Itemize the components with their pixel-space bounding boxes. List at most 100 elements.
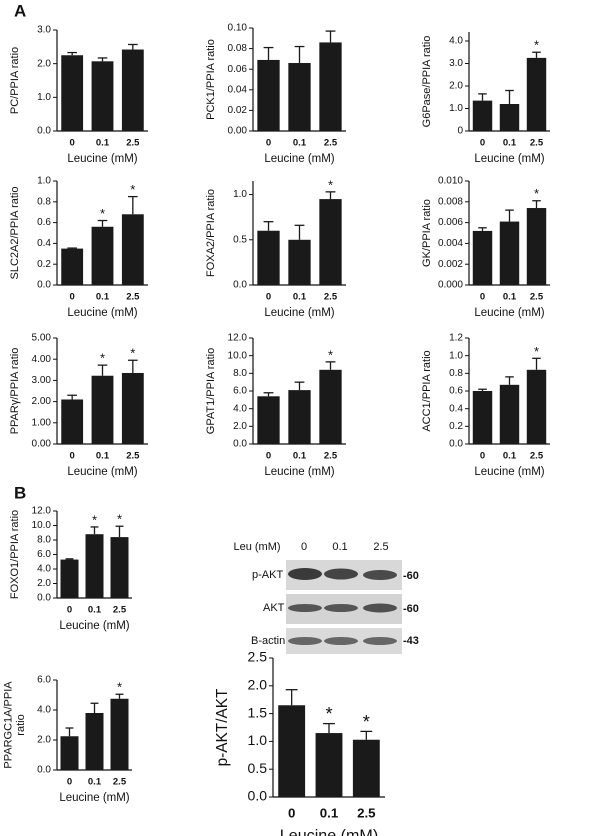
- x-tick-label: 0.1: [293, 138, 307, 149]
- x-axis-label: Leucine (mM): [474, 466, 544, 478]
- x-tick-label: 0: [70, 292, 75, 303]
- y-tick-label: 0.2: [449, 421, 463, 432]
- y-tick-label: 12.0: [32, 506, 52, 517]
- y-tick-label: 0.8: [37, 196, 51, 207]
- y-tick-label: 1.0: [37, 176, 51, 187]
- y-tick-label: 2.0: [37, 58, 51, 69]
- x-tick-label: 0: [288, 805, 295, 820]
- blot-lane-label: 0: [301, 541, 307, 553]
- y-tick-label: 0.02: [228, 105, 248, 116]
- y-tick-label: 0.04: [228, 84, 248, 95]
- significance-marker: *: [117, 680, 122, 695]
- y-tick-label: 3.00: [32, 375, 52, 386]
- bar-chart: 0.000 0.002 0.004 0.006 0.008 0.010 0 0.1 * 2.5 Le…: [421, 176, 550, 319]
- bar-chart: 0.0 1.0 2.0 3.0 0 0.1 2.5 Leucine (mM) PC/PPIA r…: [9, 25, 148, 165]
- y-tick-label: 0.6: [449, 386, 463, 397]
- blot-mw-label: -43: [403, 635, 419, 647]
- x-tick-label: 2.5: [324, 292, 338, 303]
- y-tick-label: 2.00: [32, 396, 52, 407]
- y-tick-label: 0.006: [438, 217, 463, 228]
- y-tick-label: 1.2: [449, 333, 463, 344]
- bar: [319, 199, 342, 285]
- x-tick-label: 0: [70, 451, 75, 462]
- x-axis-label: Leucine (mM): [474, 307, 544, 319]
- x-tick-label: 0.1: [96, 292, 110, 303]
- bar: [257, 230, 280, 285]
- blot-lane-label: 0.1: [332, 541, 347, 553]
- bar: [499, 104, 520, 131]
- y-tick-label: 0.00: [32, 439, 52, 450]
- bar-chart: 0.0 0.2 0.4 0.6 0.8 1.0 0 * 0.1 * 2.5 Leucine (mM) S…: [9, 176, 148, 319]
- y-tick-label: 6.0: [37, 675, 51, 686]
- bar: [319, 42, 342, 131]
- x-axis-label: Leucine (mM): [474, 153, 544, 165]
- significance-marker: *: [130, 346, 135, 361]
- y-tick-label: 0.08: [228, 43, 248, 54]
- y-tick-label: 1.0: [449, 103, 463, 114]
- x-tick-label: 0: [480, 451, 485, 462]
- significance-marker: *: [100, 351, 105, 366]
- y-tick-label: 0.0: [37, 126, 51, 137]
- bar: [91, 375, 114, 444]
- y-tick-label: 0.000: [438, 280, 463, 291]
- bar: [278, 705, 306, 797]
- significance-marker: *: [92, 512, 97, 527]
- x-tick-label: 0: [266, 138, 271, 149]
- y-tick-label: 0.10: [228, 23, 248, 34]
- y-tick-label: 0.002: [438, 259, 463, 270]
- y-tick-label: 0.2: [37, 259, 51, 270]
- x-tick-label: 0: [266, 451, 271, 462]
- y-tick-label: 4.0: [233, 403, 247, 414]
- bar: [526, 208, 547, 285]
- blot-band: [363, 603, 397, 613]
- bar: [499, 384, 520, 444]
- x-axis-label: Leucine (mM): [59, 792, 129, 804]
- bar: [60, 559, 79, 598]
- y-axis-label: PCK1/PPIA ratio: [205, 39, 217, 120]
- x-tick-label: 2.5: [126, 138, 140, 149]
- significance-marker: *: [534, 186, 539, 201]
- y-tick-label: 4.0: [37, 564, 51, 575]
- x-tick-label: 0: [67, 777, 72, 788]
- y-tick-label: 4.0: [449, 36, 463, 47]
- y-tick-label: 0.010: [438, 176, 463, 187]
- y-tick-label: 2.0: [233, 421, 247, 432]
- bar-chart: 0.0 0.5 1.0 1.5 2.0 2.5 0 * 0.1 * 2.5 Leucine (mM) p…: [214, 649, 385, 836]
- y-tick-label: 2.0: [37, 735, 51, 746]
- x-tick-label: 0.1: [88, 605, 102, 616]
- bar: [85, 534, 104, 598]
- x-tick-label: 0: [70, 138, 75, 149]
- blot-band: [363, 637, 397, 645]
- bar: [61, 55, 84, 131]
- x-tick-label: 0.1: [503, 451, 517, 462]
- x-tick-label: 0.1: [96, 451, 110, 462]
- x-tick-label: 2.5: [113, 777, 127, 788]
- significance-marker: *: [534, 38, 539, 53]
- x-tick-label: 2.5: [324, 451, 338, 462]
- x-tick-label: 2.5: [113, 605, 127, 616]
- blot-band: [363, 570, 397, 580]
- y-tick-label: 10.0: [228, 350, 248, 361]
- x-axis-label: Leucine (mM): [264, 307, 334, 319]
- x-tick-label: 2.5: [357, 805, 376, 820]
- bar: [472, 100, 493, 131]
- blot-lane-label: 2.5: [373, 541, 388, 553]
- y-tick-label: 2.0: [449, 81, 463, 92]
- y-tick-label: 0.00: [228, 126, 248, 137]
- x-axis-label: Leucine (mM): [264, 466, 334, 478]
- bar: [257, 59, 280, 131]
- x-tick-label: 2.5: [126, 451, 140, 462]
- y-tick-label: 0.008: [438, 196, 463, 207]
- y-tick-label: 1.0: [233, 189, 247, 200]
- y-axis-label: SLC2A2/PPIA ratio: [9, 187, 21, 280]
- y-tick-label: 0.0: [248, 788, 268, 804]
- y-tick-label: 8.0: [233, 368, 247, 379]
- y-tick-label: 0.0: [37, 765, 51, 776]
- bar: [121, 49, 144, 131]
- y-tick-label: 4.0: [37, 705, 51, 716]
- y-axis-label: PC/PPIA ratio: [9, 47, 21, 114]
- blot-band: [324, 637, 358, 645]
- blot-mw-label: -60: [403, 603, 419, 615]
- blot-row-label: AKT: [263, 602, 285, 614]
